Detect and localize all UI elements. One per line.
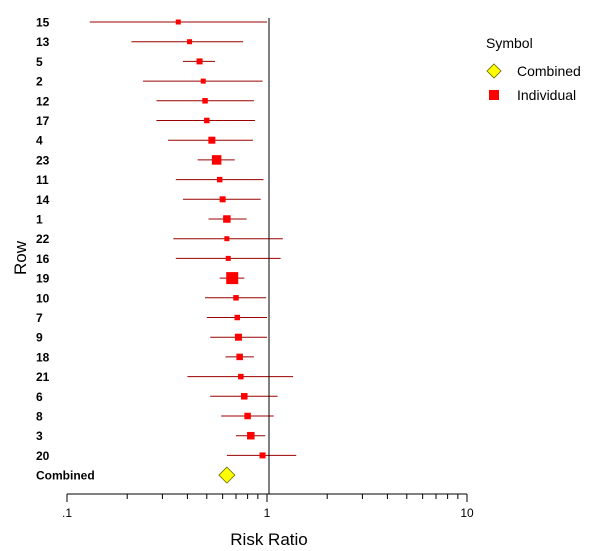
row-label: 9 — [36, 331, 43, 345]
study-row: 19 — [36, 272, 245, 286]
study-row: 23 — [36, 153, 235, 167]
estimate-square — [244, 412, 251, 420]
x-axis-title: Risk Ratio — [230, 530, 307, 549]
x-tick-label: 1 — [264, 506, 271, 520]
study-row: 12 — [36, 94, 254, 108]
row-label: 23 — [36, 153, 50, 167]
estimate-square — [196, 58, 203, 65]
legend: Symbol Combined Individual — [486, 35, 581, 103]
study-row: 10 — [36, 291, 267, 305]
study-row: 14 — [36, 193, 261, 207]
study-row: 16 — [36, 252, 281, 266]
legend-individual-label: Individual — [517, 87, 576, 103]
row-label: 16 — [36, 252, 50, 266]
estimate-square — [187, 39, 193, 45]
study-row: 5 — [36, 55, 216, 69]
study-row: 4 — [36, 134, 253, 148]
row-label: 12 — [36, 94, 50, 108]
estimate-square — [225, 255, 231, 261]
x-tick-label: 10 — [460, 506, 474, 520]
estimate-square — [216, 176, 223, 183]
row-label: 22 — [36, 232, 50, 246]
row-label: 2 — [36, 75, 43, 89]
row-label: 1 — [36, 213, 43, 227]
legend-individual-square-icon — [489, 90, 499, 100]
estimate-square — [200, 78, 206, 84]
row-label: 3 — [36, 429, 43, 443]
estimate-square — [175, 19, 181, 25]
estimate-square — [259, 452, 266, 459]
estimate-square — [219, 196, 226, 203]
row-label: 15 — [36, 16, 50, 30]
row-label: 14 — [36, 193, 50, 207]
estimate-square — [211, 155, 222, 165]
estimate-square — [223, 215, 231, 223]
study-row: 17 — [36, 114, 255, 128]
estimate-square — [204, 117, 210, 124]
row-label: 21 — [36, 370, 50, 384]
study-row: 11 — [36, 173, 264, 187]
row-label: 18 — [36, 350, 50, 364]
row-label: 11 — [36, 173, 49, 187]
combined-row-label: Combined — [36, 469, 95, 483]
row-label: 17 — [36, 114, 50, 128]
estimate-square — [208, 136, 216, 144]
estimate-square — [241, 393, 248, 400]
x-tick-label: .1 — [62, 506, 72, 520]
estimate-square — [247, 431, 255, 440]
rows-layer: 15 13 5 2 12 17 4 23 11 14 1 22 16 19 10 7 9 18 21 6 8 3 20 Com… — [36, 16, 297, 484]
study-row: 2 — [36, 75, 263, 89]
estimate-square — [224, 236, 230, 242]
study-row: 20 — [36, 449, 297, 463]
row-label: 19 — [36, 272, 50, 286]
row-label: 13 — [36, 35, 50, 49]
study-row: 6 — [36, 390, 278, 404]
row-label: 5 — [36, 55, 43, 69]
row-label: 10 — [36, 291, 50, 305]
estimate-square — [226, 272, 239, 285]
row-label: 8 — [36, 410, 43, 424]
study-row: 15 — [36, 16, 267, 30]
legend-title: Symbol — [486, 35, 533, 51]
combined-diamond — [218, 466, 236, 484]
row-label: 6 — [36, 390, 43, 404]
study-row: 1 — [36, 213, 247, 227]
study-row: 7 — [36, 311, 267, 325]
estimate-square — [238, 373, 244, 380]
legend-combined-diamond-icon — [486, 63, 502, 79]
study-row: 13 — [36, 35, 244, 49]
study-row: 18 — [36, 350, 254, 364]
estimate-square — [234, 314, 241, 321]
study-row: 22 — [36, 232, 283, 246]
study-row: 21 — [36, 370, 294, 384]
study-row: 9 — [36, 331, 267, 345]
estimate-square — [233, 295, 239, 301]
combined-row: Combined — [36, 466, 236, 484]
estimate-square — [202, 98, 208, 104]
legend-combined-label: Combined — [517, 63, 581, 79]
estimate-square — [234, 333, 242, 341]
estimate-square — [236, 353, 243, 361]
row-label: 20 — [36, 449, 50, 463]
y-axis-title: Row — [11, 240, 30, 275]
study-row: 3 — [36, 429, 266, 443]
study-row: 8 — [36, 410, 274, 424]
x-axis: .1 1 10 — [62, 493, 474, 520]
row-label: 4 — [36, 134, 43, 148]
row-label: 7 — [36, 311, 43, 325]
